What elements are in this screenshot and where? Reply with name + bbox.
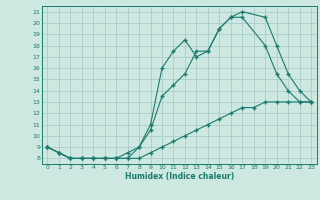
X-axis label: Humidex (Indice chaleur): Humidex (Indice chaleur) bbox=[124, 172, 234, 181]
